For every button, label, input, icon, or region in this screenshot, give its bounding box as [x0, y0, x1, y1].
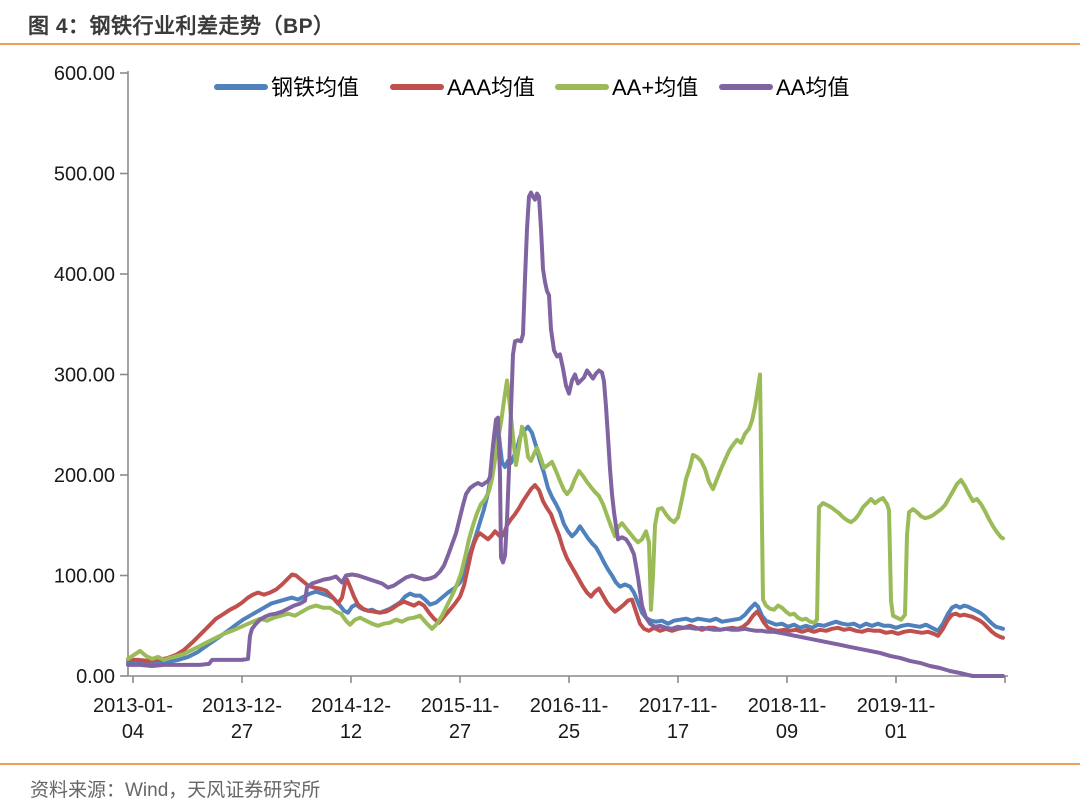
x-tick-label: 2018-11-09: [748, 695, 827, 743]
y-tick-label: 300.00: [54, 365, 115, 387]
y-tick-label: 200.00: [54, 465, 115, 487]
y-tick-label: 100.00: [54, 566, 115, 588]
series-line-aa-avg: [126, 190, 1005, 678]
series-line-aa-plus-avg: [126, 372, 1005, 662]
y-tick-label: 400.00: [54, 264, 115, 286]
series-line-aaa-avg: [126, 483, 1005, 663]
x-tick-label: 2013-01-04: [93, 695, 173, 743]
legend-label-aaa-avg: AAA均值: [447, 75, 535, 100]
source-text: 资料来源：Wind，天风证券研究所: [30, 780, 321, 801]
legend-label-steel-avg: 钢铁均值: [271, 75, 359, 100]
series-line-steel-avg: [126, 423, 1005, 665]
x-tick-label: 2017-11-17: [639, 695, 718, 743]
y-tick-label: 500.00: [54, 164, 115, 186]
x-tick-label: 2019-11-01: [857, 695, 936, 743]
legend-label-aa-avg: AA均值: [776, 75, 849, 100]
x-tick-label: 2015-11-27: [421, 695, 500, 743]
y-tick-label: 600.00: [54, 63, 115, 85]
y-tick-label: 0.00: [76, 666, 115, 688]
legend-label-aa-plus-avg: AA+均值: [612, 75, 698, 100]
x-tick-label: 2013-12-27: [202, 695, 282, 743]
x-tick-label: 2016-11-25: [530, 695, 609, 743]
source-divider: [0, 763, 1080, 765]
figure-title: 图 4：钢铁行业利差走势（BP）: [28, 15, 335, 38]
x-tick-label: 2014-12-12: [311, 695, 391, 743]
title-divider: [0, 43, 1080, 45]
